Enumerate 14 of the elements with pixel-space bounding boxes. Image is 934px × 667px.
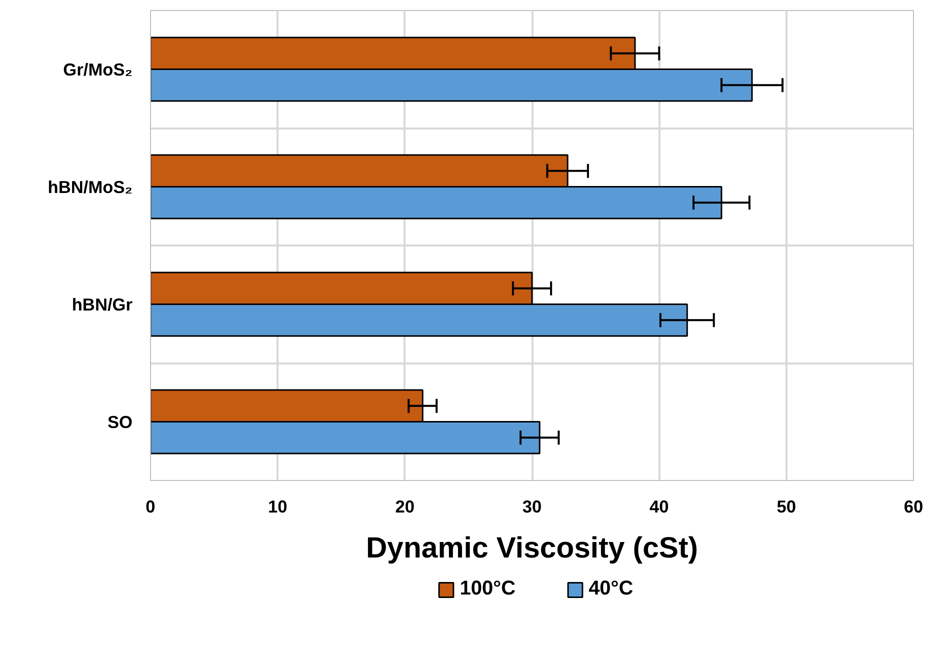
- y-tick-label: hBN/Gr: [72, 294, 133, 314]
- x-tick-label: 10: [268, 496, 288, 516]
- x-tick-label: 60: [904, 496, 924, 516]
- y-tick-label: SO: [107, 412, 133, 432]
- y-tick-label: Gr/MoS₂: [63, 59, 133, 80]
- y-tick-label: hBN/MoS₂: [48, 176, 132, 197]
- x-tick-label: 50: [776, 496, 796, 516]
- x-tick-label: 20: [395, 496, 414, 516]
- x-tick-label: 30: [522, 496, 542, 516]
- x-axis-title: Dynamic Viscosity (cSt): [366, 532, 698, 564]
- legend-label: 100°C: [460, 578, 516, 600]
- x-tick-label: 0: [146, 496, 156, 516]
- x-tick-label: 40: [650, 496, 669, 516]
- legend-label: 40°C: [588, 578, 634, 600]
